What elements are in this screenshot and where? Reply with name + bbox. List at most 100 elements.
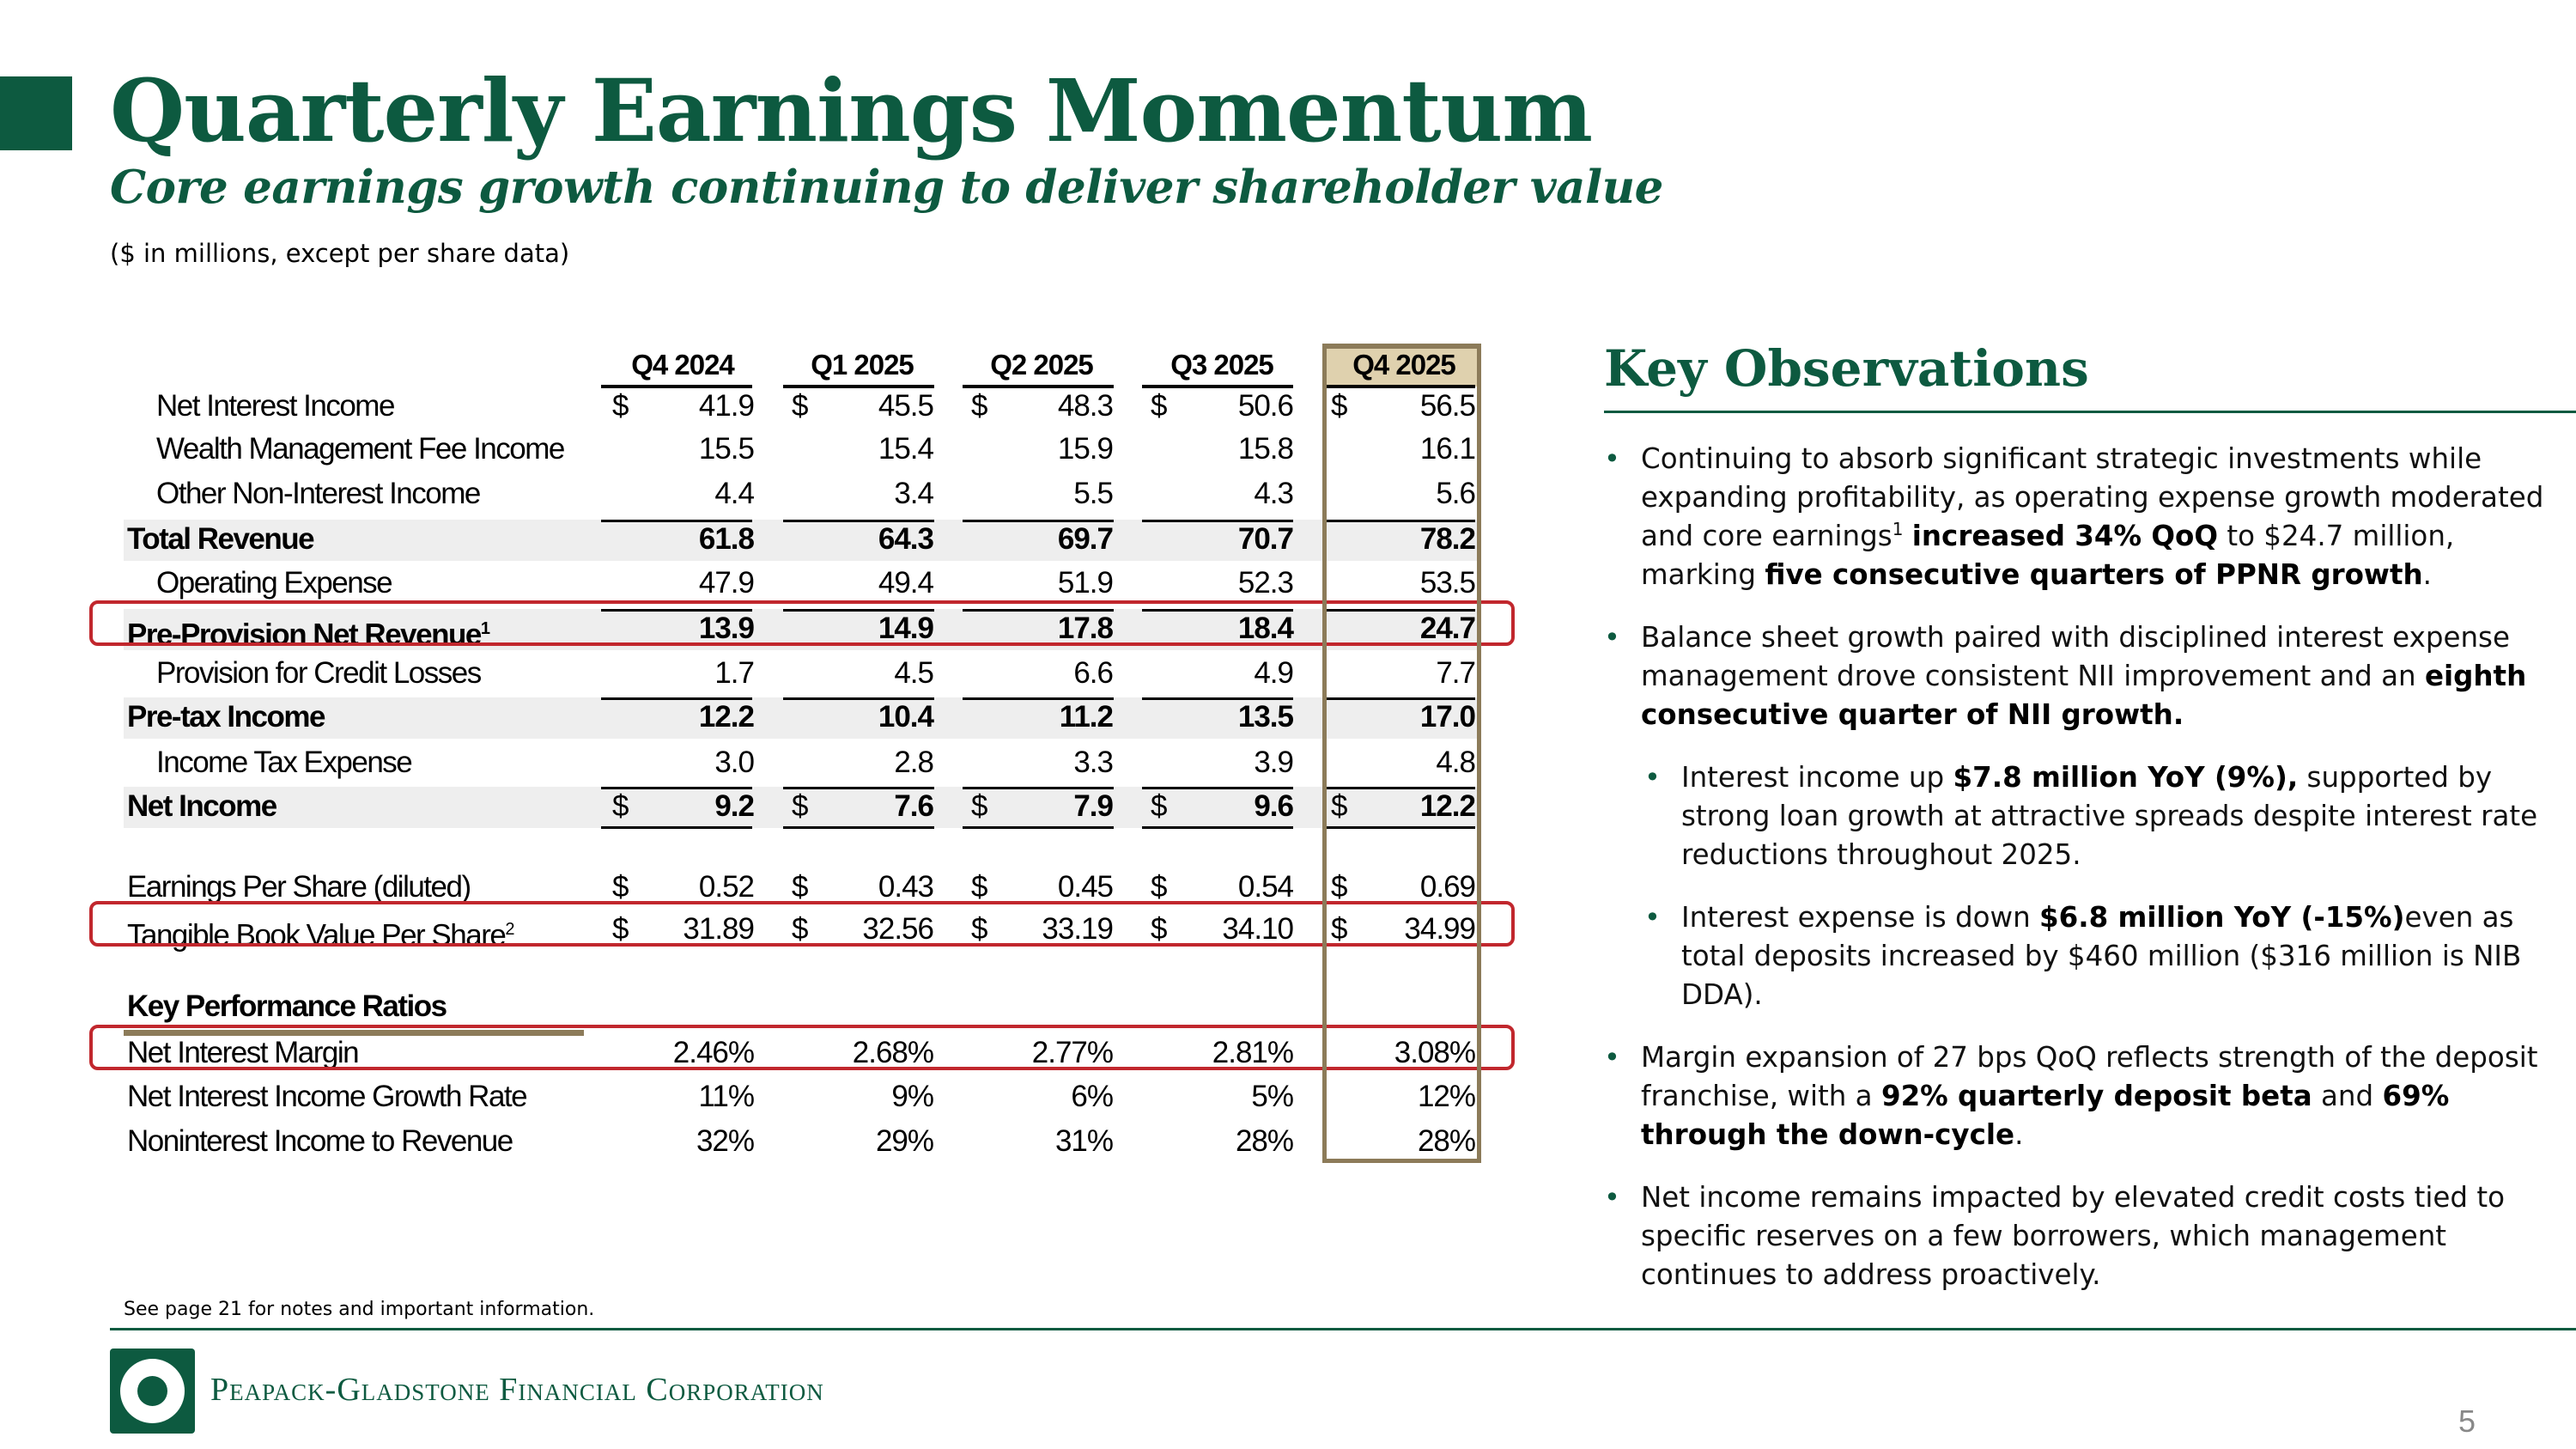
dollar-sign: $ bbox=[1331, 912, 1348, 946]
dollar-sign: $ bbox=[971, 912, 988, 946]
subtotal-rule bbox=[1142, 697, 1293, 700]
highlight-column-border bbox=[1322, 344, 1481, 1163]
table-cell: 0.52 bbox=[698, 870, 755, 904]
dollar-sign: $ bbox=[1151, 870, 1168, 904]
table-cell: 2.81% bbox=[1212, 1036, 1294, 1069]
observation-bullet: • Net income remains impacted by elevate… bbox=[1604, 1178, 2557, 1294]
row-label: Net Interest Income bbox=[156, 389, 395, 423]
dollar-sign: $ bbox=[971, 789, 988, 823]
bullet-icon: • bbox=[1604, 1041, 1620, 1074]
subtotal-rule bbox=[963, 697, 1114, 700]
dollar-sign: $ bbox=[971, 389, 988, 423]
dollar-sign: $ bbox=[792, 912, 809, 946]
table-cell: 56.5 bbox=[1419, 389, 1476, 423]
table-cell: 31% bbox=[1054, 1124, 1114, 1158]
bullet-icon: • bbox=[1604, 621, 1620, 654]
table-cell: 2.46% bbox=[672, 1036, 755, 1069]
column-header-q1-2025: Q1 2025 bbox=[811, 349, 914, 381]
table-cell: 2.68% bbox=[852, 1036, 934, 1069]
table-cell: 3.0 bbox=[714, 746, 755, 779]
observation-sub-bullet: • Interest expense is down $6.8 million … bbox=[1644, 898, 2557, 1014]
column-header-underline bbox=[601, 385, 752, 388]
total-rule bbox=[783, 826, 934, 829]
table-cell: 16.1 bbox=[1419, 432, 1476, 466]
row-label: Earnings Per Share (diluted) bbox=[127, 870, 471, 904]
table-cell: 5.6 bbox=[1436, 477, 1476, 510]
subtotal-rule bbox=[783, 787, 934, 789]
subtotal-rule bbox=[1142, 520, 1293, 522]
table-cell: 61.8 bbox=[698, 522, 755, 556]
subtotal-rule bbox=[783, 609, 934, 612]
table-cell: 3.08% bbox=[1394, 1036, 1476, 1069]
table-cell: 50.6 bbox=[1237, 389, 1294, 423]
subtotal-rule bbox=[963, 609, 1114, 612]
table-cell: 18.4 bbox=[1237, 612, 1294, 645]
column-header-underline bbox=[1142, 385, 1293, 388]
table-cell: 2.77% bbox=[1031, 1036, 1114, 1069]
highlight-row-outline bbox=[89, 600, 1515, 646]
table-cell: 0.45 bbox=[1057, 870, 1114, 904]
logo-ring bbox=[120, 1359, 185, 1423]
column-header-q2-2025: Q2 2025 bbox=[990, 349, 1094, 381]
subtotal-rule bbox=[1142, 787, 1293, 789]
highlight-row-outline bbox=[89, 1025, 1515, 1070]
subtotal-rule bbox=[1142, 609, 1293, 612]
table-cell: 3.3 bbox=[1073, 746, 1114, 779]
table-cell: 14.9 bbox=[878, 612, 934, 645]
table-cell: 7.9 bbox=[1073, 789, 1114, 823]
footnote-marker: 1 bbox=[480, 619, 490, 638]
bullet-icon: • bbox=[1644, 761, 1661, 794]
dollar-sign: $ bbox=[1151, 789, 1168, 823]
table-cell: 4.4 bbox=[714, 477, 755, 510]
subtotal-rule bbox=[1324, 787, 1475, 789]
dollar-sign: $ bbox=[612, 870, 629, 904]
subtotal-rule bbox=[601, 697, 752, 700]
table-cell: 24.7 bbox=[1419, 612, 1476, 645]
table-cell: 0.43 bbox=[878, 870, 934, 904]
units-note: ($ in millions, except per share data) bbox=[110, 239, 570, 268]
dollar-sign: $ bbox=[612, 912, 629, 946]
table-cell: 2.8 bbox=[894, 746, 934, 779]
dollar-sign: $ bbox=[1331, 870, 1348, 904]
subtotal-rule bbox=[783, 520, 934, 522]
table-cell: 10.4 bbox=[878, 700, 934, 734]
table-cell: 4.3 bbox=[1254, 477, 1294, 510]
total-rule bbox=[963, 826, 1114, 829]
table-cell: 34.10 bbox=[1222, 912, 1294, 946]
row-band bbox=[124, 697, 1481, 739]
table-cell: 32% bbox=[696, 1124, 755, 1158]
table-cell: 7.7 bbox=[1436, 656, 1476, 690]
highlight-row-outline bbox=[89, 901, 1515, 947]
key-performance-ratios-underline bbox=[124, 1030, 584, 1036]
table-cell: 9.2 bbox=[714, 789, 755, 823]
table-cell: 28% bbox=[1417, 1124, 1476, 1158]
table-cell: 70.7 bbox=[1237, 522, 1294, 556]
table-cell: 13.5 bbox=[1237, 700, 1294, 734]
dollar-sign: $ bbox=[792, 870, 809, 904]
table-cell: 4.8 bbox=[1436, 746, 1476, 779]
row-label: Pre-tax Income bbox=[127, 700, 325, 734]
row-label: Wealth Management Fee Income bbox=[156, 432, 565, 466]
table-cell: 15.4 bbox=[878, 432, 934, 466]
page-title: Quarterly Earnings Momentum bbox=[110, 60, 1593, 161]
table-cell: 33.19 bbox=[1042, 912, 1114, 946]
subtotal-rule bbox=[1324, 520, 1475, 522]
subtotal-rule bbox=[1324, 697, 1475, 700]
dollar-sign: $ bbox=[971, 870, 988, 904]
table-cell: 49.4 bbox=[878, 566, 934, 600]
page-number: 5 bbox=[2458, 1403, 2476, 1439]
key-observations-rule bbox=[1604, 411, 2576, 413]
total-rule bbox=[1142, 826, 1293, 829]
dollar-sign: $ bbox=[792, 789, 809, 823]
table-cell: 3.9 bbox=[1254, 746, 1294, 779]
table-cell: 41.9 bbox=[698, 389, 755, 423]
table-cell: 53.5 bbox=[1419, 566, 1476, 600]
bullet-icon: • bbox=[1604, 1181, 1620, 1214]
dollar-sign: $ bbox=[792, 389, 809, 423]
row-label: Net Interest Margin bbox=[127, 1036, 360, 1069]
logo-core bbox=[137, 1376, 167, 1406]
table-cell: 47.9 bbox=[698, 566, 755, 600]
row-label: Total Revenue bbox=[127, 522, 315, 556]
subtotal-rule bbox=[783, 697, 934, 700]
bullet-icon: • bbox=[1604, 442, 1620, 475]
